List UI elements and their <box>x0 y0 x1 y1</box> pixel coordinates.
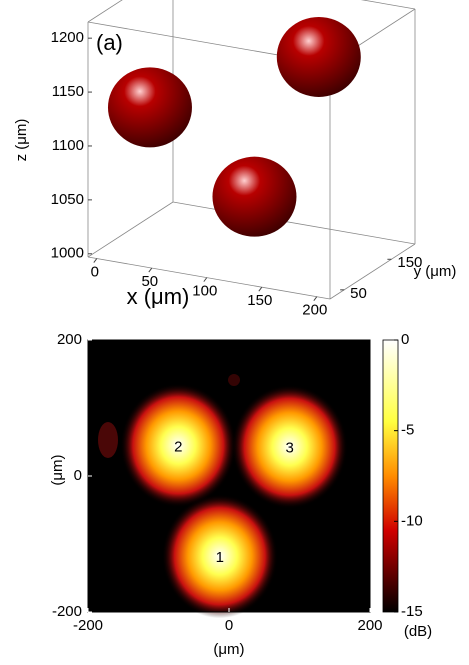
x-tick <box>149 268 152 272</box>
sphere <box>277 17 361 97</box>
x-tick <box>314 297 317 301</box>
figure: 0501001502005015010001050110011501200x (… <box>0 0 469 665</box>
box-edge <box>173 0 415 9</box>
x-tick <box>94 259 97 263</box>
z-tick-label: 1100 <box>52 137 84 154</box>
x-tick <box>259 287 262 291</box>
y-tick-label: 50 <box>350 285 367 302</box>
x-tick-label: 0 <box>91 263 99 280</box>
x-axis-label: (μm) <box>213 641 244 658</box>
y-tick-label: 200 <box>57 331 82 348</box>
x-axis-label: x (μm) <box>127 284 190 309</box>
faint-spot <box>228 374 240 386</box>
hotspot-label: 3 <box>285 440 293 457</box>
faint-spot <box>98 422 118 458</box>
x-tick-label: 0 <box>225 617 233 634</box>
y-axis-label: y (μm) <box>414 263 457 280</box>
colorbar-label: (dB) <box>404 623 432 640</box>
x-tick-label: 200 <box>357 617 382 634</box>
colorbar-tick-label: 0 <box>401 331 409 348</box>
z-tick-label: 1000 <box>51 245 84 262</box>
panel-label: (b) <box>103 344 130 369</box>
colorbar <box>383 340 398 612</box>
z-tick-label: 1150 <box>52 83 84 100</box>
x-tick-label: 200 <box>302 302 327 319</box>
colorbar-tick-label: -15 <box>401 603 423 620</box>
z-tick-label: 1050 <box>51 191 84 208</box>
box-edge <box>88 0 173 22</box>
y-axis-label: (μm) <box>49 454 66 485</box>
hotspot-label: 1 <box>216 549 224 566</box>
hotspot-label: 2 <box>174 438 182 455</box>
panel-label: (a) <box>96 30 123 55</box>
box-edge <box>330 244 415 299</box>
y-tick-label: -200 <box>52 603 82 620</box>
sphere <box>212 157 296 237</box>
x-tick-label: 100 <box>192 283 217 300</box>
y-tick-label: 0 <box>74 467 82 484</box>
z-axis-label: z (μm) <box>13 119 30 162</box>
colorbar-tick-label: -5 <box>401 422 414 439</box>
sphere <box>108 67 192 147</box>
colorbar-tick-label: -10 <box>401 512 423 529</box>
box-edge <box>88 202 173 257</box>
x-tick-label: 150 <box>247 292 272 309</box>
x-tick <box>204 278 207 282</box>
z-tick-label: 1200 <box>51 29 84 46</box>
